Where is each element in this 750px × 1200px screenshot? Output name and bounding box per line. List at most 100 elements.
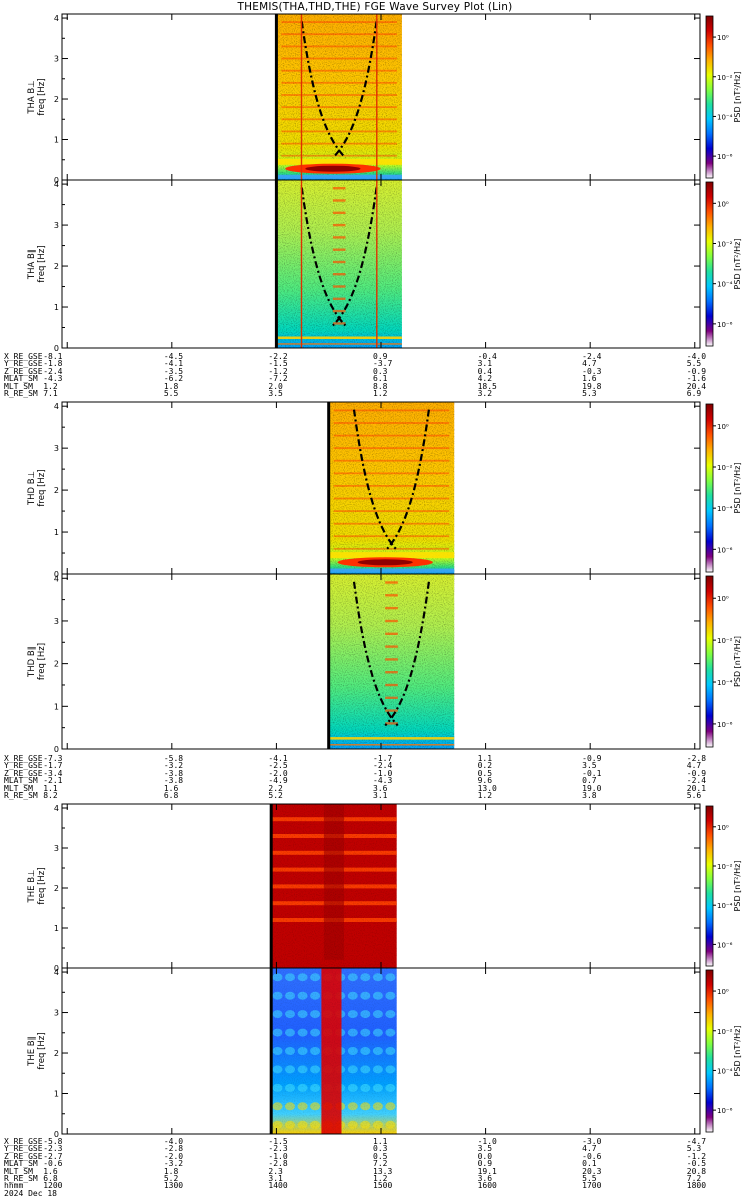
- harmonic-spot: [332, 199, 346, 202]
- harmonic-spot: [332, 285, 346, 288]
- heatmap-noise: [276, 14, 402, 180]
- harmonic-spot: [332, 223, 346, 227]
- y-tick-label: 4: [54, 804, 59, 813]
- y-axis-unit: freq [Hz]: [37, 643, 47, 680]
- low-band: [276, 158, 402, 165]
- colorbar-tick-label: 10⁻²: [717, 637, 733, 645]
- ephemeris-column: -4.7 5.3 -1.2 -0.5 20.8 7.2 1800: [686, 1137, 707, 1191]
- y-tick-label: 2: [54, 95, 59, 104]
- low-band: [328, 744, 455, 746]
- harmonic-band: [333, 472, 450, 475]
- harmonic-spot: [385, 671, 398, 674]
- colorbar-tick-label: 10⁰: [717, 200, 729, 208]
- y-axis-name: THE B⊥: [27, 870, 37, 904]
- colorbar-tick-label: 10⁻²: [717, 464, 733, 472]
- y-tick-label: 4: [54, 14, 59, 23]
- harmonic-band: [333, 547, 450, 550]
- colorbar-label: PSD [nT²/Hz]: [733, 636, 742, 687]
- baseline-band: [328, 568, 455, 573]
- heatmap-noise: [328, 574, 455, 749]
- ephemeris-column: 1.1 0.2 0.5 9.6 13.0 1.2: [477, 754, 497, 801]
- harmonic-band: [281, 81, 397, 84]
- colorbar-tick-label: 10⁰: [717, 988, 729, 996]
- cyclotron-curve: [332, 21, 378, 159]
- y-tick-label: 1: [54, 528, 59, 537]
- colorbar-tick-label: 10⁻²: [717, 1028, 733, 1036]
- y-tick-label: 2: [54, 1049, 59, 1058]
- colorbar-tick-label: 10⁰: [717, 34, 729, 42]
- y-tick-label: 1: [54, 1090, 59, 1099]
- y-axis-name: THE B∥: [27, 1036, 37, 1067]
- harmonic-band: [281, 57, 397, 60]
- harmonic-band: [333, 434, 450, 437]
- harmonic-spot: [332, 248, 346, 251]
- ephemeris-column: 0.9 -3.7 0.3 6.1 8.8 1.2: [373, 352, 393, 399]
- y-tick-label: 4: [54, 402, 59, 411]
- ephemeris-column: -3.0 4.7 -0.6 0.1 20.3 5.5 1700: [582, 1137, 602, 1191]
- harmonic-band: [333, 447, 450, 449]
- cyclotron-curve: [352, 581, 399, 727]
- cyclotron-curve: [384, 581, 430, 727]
- colorbar-tick-label: 10⁻²: [717, 74, 733, 82]
- y-tick-label: 4: [54, 574, 59, 583]
- low-band: [328, 552, 455, 559]
- y-tick-label: 2: [54, 884, 59, 893]
- colorbar-unit: PSD [nT²/Hz]: [733, 1026, 742, 1077]
- harmonic-band: [333, 409, 450, 412]
- y-axis-label: THD B∥ freq [Hz]: [27, 643, 47, 680]
- harmonic-spot: [385, 696, 398, 699]
- colorbar-unit: PSD [nT²/Hz]: [733, 861, 742, 912]
- colorbar-unit: PSD [nT²/Hz]: [733, 463, 742, 514]
- harmonic-spot: [385, 632, 398, 635]
- plot-title: THEMIS(THA,THD,THE) FGE Wave Survey Plot…: [237, 1, 513, 13]
- ephemeris-column: 1.1 0.3 0.5 7.2 13.3 1.2 1500: [373, 1137, 393, 1191]
- colorbar-tick-label: 10⁻⁶: [717, 321, 733, 329]
- baseline-band: [276, 174, 402, 179]
- colorbar-tick-label: 10⁻²: [717, 863, 733, 871]
- colorbar-label: PSD [nT²/Hz]: [733, 861, 742, 912]
- y-tick-label: 0: [54, 745, 59, 754]
- colorbar-tick-label: 10⁰: [717, 824, 729, 832]
- harmonic-spot: [332, 322, 346, 325]
- colorbar-tick-label: 10⁻⁶: [717, 721, 733, 729]
- harmonic-spot: [332, 236, 346, 239]
- y-axis-unit: freq [Hz]: [37, 469, 47, 506]
- colorbar-unit: PSD [nT²/Hz]: [733, 72, 742, 123]
- heatmap-noise: [276, 180, 402, 348]
- harmonic-spot: [385, 658, 398, 661]
- y-tick-label: 4: [54, 968, 59, 977]
- colorbar-tick-label: 10⁰: [717, 595, 729, 603]
- harmonic-spot: [385, 594, 398, 597]
- ephemeris-column: -4.0 5.5 -0.9 -1.6 20.4 6.9: [686, 352, 707, 399]
- y-tick-label: 0: [54, 570, 59, 579]
- harmonic-spot: [385, 722, 398, 725]
- y-tick-label: 3: [54, 55, 59, 64]
- colorbar-unit: PSD [nT²/Hz]: [733, 239, 742, 290]
- cyclotron-curve: [352, 409, 399, 552]
- ephemeris-column: -2.2 -1.5 -1.2 -7.2 2.0 3.5: [268, 352, 288, 399]
- harmonic-band: [281, 118, 397, 121]
- y-tick-label: 0: [54, 1130, 59, 1139]
- y-tick-label: 3: [54, 617, 59, 626]
- y-tick-label: 0: [54, 176, 59, 185]
- harmonic-spot: [332, 297, 346, 300]
- harmonic-spot: [332, 309, 346, 313]
- ephemeris-column: -4.5 -4.1 -3.5 -6.2 1.8 5.5: [163, 352, 184, 399]
- heatmap-noise: [328, 402, 455, 574]
- ephemeris-column: -1.5 -2.3 -1.0 -2.8 2.3 3.1 1400: [268, 1137, 288, 1191]
- colorbar: [705, 403, 714, 573]
- y-tick-label: 1: [54, 702, 59, 711]
- y-tick-label: 1: [54, 136, 59, 145]
- harmonic-band: [333, 459, 450, 462]
- harmonic-band: [281, 94, 397, 96]
- y-axis-label: THA B∥ freq [Hz]: [27, 245, 47, 282]
- y-tick-label: 4: [54, 180, 59, 189]
- y-axis-label: THD B⊥ freq [Hz]: [27, 469, 47, 506]
- harmonic-spot: [385, 581, 398, 584]
- ephemeris-labels: X_RE_GSE Y_RE_GSE Z_RE_GSE MLAT_SM MLT_S…: [4, 754, 43, 801]
- ephemeris-labels: X_RE_GSE Y_RE_GSE Z_RE_GSE MLAT_SM MLT_S…: [4, 352, 43, 399]
- cyclotron-curve: [384, 409, 430, 552]
- heatmap-noise: [271, 804, 397, 968]
- harmonic-band: [333, 485, 450, 487]
